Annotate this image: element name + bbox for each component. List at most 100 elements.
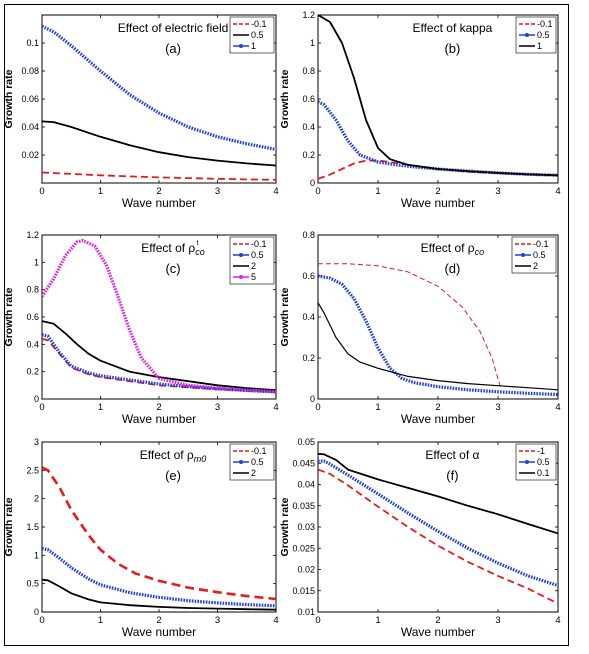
legend-marker [521,253,525,257]
legend-box [229,236,275,285]
legend-label: 0.1 [537,468,550,478]
chart-panel-2: 0 1 2 3 4 0 0.2 0.4 0.6 0.8 1 1.2 Wave number Growth … [279,10,561,210]
panel-label: (c) [165,261,180,276]
legend-label: -0.1 [533,239,549,249]
x-axis-label: Wave number [401,196,475,210]
legend-label: 0.5 [537,30,550,40]
y-tick-label: 0.2 [26,367,39,377]
y-axis-label: Growth rate [279,287,291,346]
x-axis-label: Wave number [401,412,475,426]
legend-marker [239,44,243,48]
x-tick-label: 0 [39,402,44,413]
legend-label: -0.1 [251,239,267,249]
y-axis-label: Growth rate [3,497,15,556]
legend-label: 0.5 [251,250,264,260]
series-line--0.1 [42,466,276,601]
legend-marker [239,460,243,464]
chart-title: Effect of kappa [412,21,492,35]
y-tick-label: 0.4 [302,122,315,132]
legend-label: -0.1 [251,19,267,29]
x-tick-label: 0 [39,615,44,626]
y-tick-label: 2 [34,494,39,504]
series-line-0.5 [318,459,558,588]
panel-label: (f) [446,468,458,483]
x-tick-label: 3 [495,615,500,626]
y-axis-label: Growth rate [279,497,291,556]
x-tick-label: 4 [555,402,560,413]
x-tick-label: 1 [98,186,103,197]
y-tick-label: 0.8 [302,66,315,76]
y-axis-label: Growth rate [3,69,15,128]
chart-title: Effect of α [425,448,479,462]
x-axis-label: Wave number [122,412,196,426]
legend-label: 0.5 [537,457,550,467]
series-line-2 [42,578,276,611]
y-tick-label: 1 [34,550,39,560]
series-line-5 [42,238,276,394]
legend-marker [239,275,243,279]
x-axis-label: Wave number [122,196,196,210]
y-tick-label: 0.5 [26,579,39,589]
x-tick-label: 0 [315,402,320,413]
y-tick-label: 0.04 [21,122,39,132]
y-tick-label: 0.4 [26,339,39,349]
series-line-1 [318,15,558,177]
y-tick-label: 0.05 [297,437,315,447]
y-tick-label: 0.6 [26,312,39,322]
chart-panel-6: 0 1 2 3 4 0.01 0.015 0.02 0.025 0.03 0.035 0.04 0.04… [279,437,561,639]
y-tick-label: 0 [310,178,315,188]
legend-label: 0.5 [251,30,264,40]
series-line-0.1 [318,453,558,535]
legend-marker [525,33,529,37]
x-tick-label: 0 [39,186,44,197]
x-tick-label: 2 [435,402,440,413]
legend-label: 1 [537,41,542,51]
x-tick-label: 4 [555,186,560,197]
series-line-2 [318,302,558,391]
series-line-1 [42,24,276,151]
y-tick-label: 3 [34,437,39,447]
x-tick-label: 4 [273,402,278,413]
series-line--1 [318,468,558,605]
y-tick-label: 0.8 [26,285,39,295]
x-tick-label: 1 [98,615,103,626]
y-tick-label: 0.4 [302,312,315,322]
panel-label: (e) [165,468,181,483]
x-tick-label: 2 [156,615,161,626]
y-axis-label: Growth rate [279,69,291,128]
panel-label: (a) [165,41,181,56]
chart-panel-5: 0 1 2 3 4 0 0.5 1 1.5 2 2.5 3 Wave number Growth rate… [3,437,279,639]
series-line-2 [42,320,276,391]
legend-label: -0.1 [251,446,267,456]
x-tick-label: 3 [215,615,220,626]
series-line-0.5 [42,546,276,608]
y-tick-label: 1.2 [302,10,315,20]
y-tick-label: 0.08 [21,66,39,76]
series-line--0.1 [42,338,276,394]
x-tick-label: 4 [273,615,278,626]
y-tick-label: 0.01 [297,607,315,617]
y-tick-label: 0.03 [297,522,315,532]
y-tick-label: 0 [34,607,39,617]
y-tick-label: 2.5 [26,465,39,475]
y-tick-label: 1.5 [26,522,39,532]
chart-title: Effect of ρm0 [140,448,206,464]
chart-title: Effect of electric field [118,21,229,35]
x-tick-label: 1 [375,615,380,626]
legend-marker [525,460,529,464]
panel-label: (b) [444,41,460,56]
y-tick-label: 0.2 [302,353,315,363]
chart-panel-1: 0 1 2 3 4 0.02 0.04 0.06 0.08 0.1 Wave number Growt… [3,14,279,210]
chart-panel-3: 0 1 2 3 4 0 0.2 0.4 0.6 0.8 1 1.2 Wave number Growth … [3,230,279,426]
x-tick-label: 3 [495,186,500,197]
y-tick-label: 0.045 [292,458,315,468]
legend-label: -0.1 [537,19,553,29]
x-tick-label: 2 [435,186,440,197]
legend-label: 5 [251,272,256,282]
x-tick-label: 4 [273,186,278,197]
series-line--0.1 [318,263,502,389]
y-tick-label: 1 [34,257,39,267]
x-tick-label: 3 [215,402,220,413]
legend-label: 2 [533,261,538,271]
